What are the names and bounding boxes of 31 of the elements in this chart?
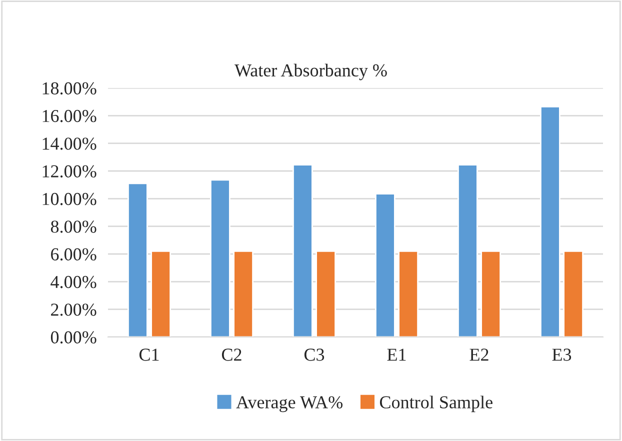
x-tick-label: E2 bbox=[470, 348, 488, 361]
x-tick-label: C1 bbox=[139, 348, 159, 361]
y-tick-label: 16.00% bbox=[42, 110, 96, 122]
bar bbox=[458, 164, 478, 337]
y-tick-label: 4.00% bbox=[50, 276, 96, 288]
bar bbox=[128, 182, 148, 337]
y-tick-label: 2.00% bbox=[51, 304, 96, 316]
y-tick-label: 0.00% bbox=[50, 331, 96, 344]
y-tick-label: 18.00% bbox=[42, 82, 96, 95]
x-tick-label: C3 bbox=[304, 348, 324, 361]
bar bbox=[150, 250, 171, 337]
bar bbox=[563, 250, 584, 337]
x-tick-label: E1 bbox=[387, 348, 406, 361]
bar bbox=[375, 193, 396, 337]
bar bbox=[480, 250, 501, 337]
bar bbox=[210, 179, 230, 337]
legend-label: Control Sample bbox=[380, 396, 492, 412]
x-tick-label: E3 bbox=[552, 348, 572, 361]
y-tick-label: 10.00% bbox=[42, 192, 96, 206]
y-tick-label: 14.00% bbox=[42, 138, 96, 150]
bar bbox=[540, 106, 560, 337]
bar bbox=[292, 164, 313, 337]
bar bbox=[316, 250, 336, 337]
x-tick-label: C2 bbox=[222, 348, 242, 361]
legend-label: Average WA% bbox=[236, 396, 342, 412]
y-tick-label: 8.00% bbox=[50, 220, 96, 233]
y-tick-label: 12.00% bbox=[42, 165, 96, 178]
bar bbox=[233, 250, 254, 337]
bar bbox=[398, 250, 418, 337]
y-tick-label: 6.00% bbox=[51, 248, 96, 261]
chart-title: Water Absorbancy % bbox=[234, 64, 387, 80]
